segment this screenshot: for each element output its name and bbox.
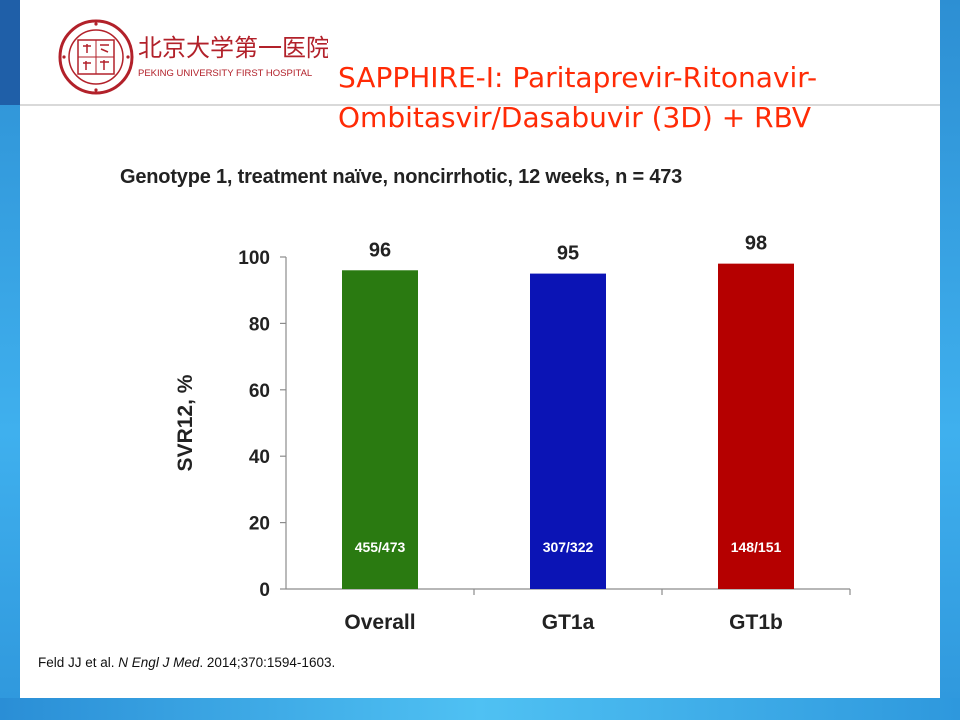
- citation-details: . 2014;370:1594-1603.: [199, 655, 336, 670]
- y-tick-label: 40: [249, 447, 270, 468]
- hospital-logo: 北京大学第一医院 PEKING UNIVERSITY FIRST HOSPITA…: [58, 19, 328, 95]
- header-divider: [20, 104, 940, 106]
- left-side-band-dark: [0, 0, 20, 105]
- bar-overall: [342, 270, 418, 589]
- bottom-band: [0, 698, 960, 720]
- bar-fraction-label: 307/322: [543, 539, 594, 555]
- bar-gt1b: [718, 263, 794, 589]
- slide-title-line2: Ombitasvir/Dasabuvir (3D) + RBV: [338, 101, 812, 134]
- citation-journal: N Engl J Med: [118, 655, 200, 670]
- bar-fraction-label: 148/151: [731, 539, 782, 555]
- bar-gt1a: [530, 273, 606, 589]
- citation: Feld JJ et al. N Engl J Med. 2014;370:15…: [38, 655, 335, 670]
- x-category-label: GT1a: [542, 611, 595, 634]
- hospital-seal-icon: [58, 19, 134, 95]
- bar-value-label: 95: [557, 243, 579, 265]
- bar-value-label: 96: [369, 239, 391, 261]
- left-side-band: [0, 0, 20, 720]
- logo-chinese-name: 北京大学第一医院: [138, 34, 328, 62]
- y-tick-label: 0: [259, 580, 270, 601]
- citation-authors: Feld JJ et al.: [38, 655, 119, 670]
- y-tick-label: 100: [238, 248, 270, 269]
- bar-fraction-label: 455/473: [355, 539, 406, 555]
- slide-title-line1: SAPPHIRE-I: Paritaprevir-Ritonavir-: [338, 61, 818, 94]
- slide-title: SAPPHIRE-I: Paritaprevir-Ritonavir- Ombi…: [338, 58, 898, 138]
- x-category-label: Overall: [344, 611, 415, 634]
- x-category-label: GT1b: [729, 611, 783, 634]
- svr12-bar-chart: 0 20 40 60 80 100 SVR12, % 96 455/473 Overall 95 30…: [174, 233, 851, 634]
- logo-english-name: PEKING UNIVERSITY FIRST HOSPITAL: [138, 68, 312, 79]
- right-side-band: [940, 0, 960, 720]
- y-axis-label: SVR12, %: [174, 374, 197, 471]
- y-tick-label: 60: [249, 381, 270, 402]
- chart-subtitle: Genotype 1, treatment naïve, noncirrhoti…: [120, 166, 683, 188]
- y-tick-label: 20: [249, 514, 270, 535]
- bar-value-label: 98: [745, 233, 767, 255]
- y-tick-label: 80: [249, 314, 270, 335]
